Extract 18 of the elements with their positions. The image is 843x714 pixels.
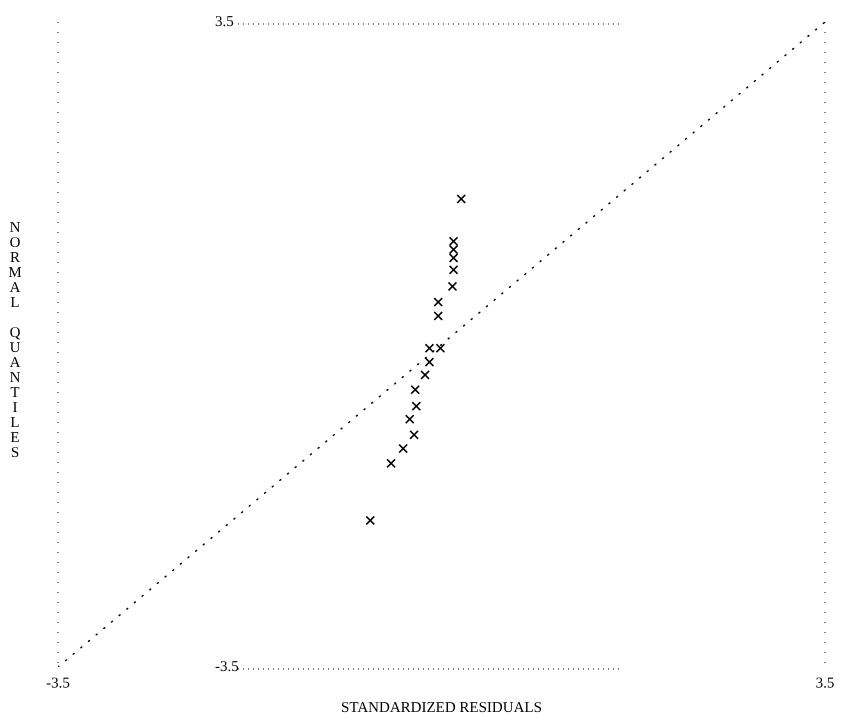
point <box>448 265 458 275</box>
point <box>456 194 466 204</box>
point <box>424 357 434 367</box>
point <box>412 401 422 412</box>
point <box>424 343 434 353</box>
point <box>448 282 458 292</box>
point <box>420 370 430 380</box>
point <box>433 311 444 321</box>
point <box>398 444 408 454</box>
point <box>409 430 419 440</box>
x-axis-title: STANDARDIZED RESIDUALS <box>341 700 542 714</box>
point <box>436 343 446 353</box>
point <box>433 297 444 307</box>
text: NORMAL QUANTILES <box>8 220 22 461</box>
point <box>386 458 396 468</box>
point <box>410 384 420 394</box>
point <box>404 414 415 424</box>
point <box>365 516 376 526</box>
